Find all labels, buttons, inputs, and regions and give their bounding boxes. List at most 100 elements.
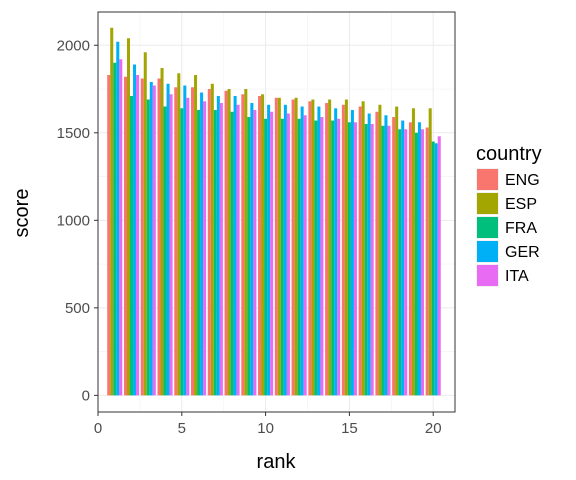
x-tick-label: 20 [425,420,442,437]
bar-eng-rank-4 [157,78,161,396]
bar-esp-rank-19 [411,108,415,396]
bar-ita-rank-18 [404,129,408,396]
y-tick-label: 500 [65,300,90,317]
bar-fra-rank-9 [247,117,251,396]
y-tick-label: 0 [82,387,90,404]
bar-eng-rank-2 [123,76,127,396]
legend-label-esp: ESP [505,196,537,213]
bar-esp-rank-1 [110,27,114,396]
bar-ger-rank-19 [417,122,421,396]
bar-ita-rank-12 [303,115,307,396]
bar-eng-rank-20 [425,127,429,396]
bar-esp-rank-3 [143,52,147,396]
bar-esp-rank-14 [328,99,332,396]
bar-eng-rank-14 [325,103,329,396]
bar-ger-rank-18 [401,120,405,396]
bar-esp-rank-8 [227,89,231,396]
bar-eng-rank-1 [107,75,111,396]
bar-fra-rank-15 [347,122,351,396]
bar-fra-rank-6 [197,110,201,396]
bar-ita-rank-13 [320,117,324,396]
bar-ger-rank-20 [434,143,438,396]
bar-fra-rank-1 [113,62,117,396]
bar-ger-rank-16 [367,113,371,396]
y-tick-label: 1000 [57,212,90,229]
bar-ita-rank-5 [186,97,190,396]
bar-fra-rank-5 [180,108,184,396]
x-tick-label: 15 [341,420,358,437]
bar-esp-rank-7 [210,83,214,396]
x-tick-label: 10 [257,420,274,437]
x-tick-label: 5 [178,420,186,437]
legend: country ENG ESP FRA GER ITA [476,143,542,287]
bar-eng-rank-8 [224,90,228,396]
bar-ita-rank-2 [136,75,140,396]
bar-esp-rank-2 [126,38,131,396]
legend-label-ger: GER [505,244,540,261]
bar-esp-rank-18 [395,106,399,396]
bar-esp-rank-9 [244,89,248,396]
bar-ita-rank-3 [152,85,156,396]
bar-ger-rank-12 [300,106,304,396]
bar-eng-rank-6 [191,87,195,396]
y-tick-label: 2000 [57,37,90,54]
x-tick-label: 0 [94,420,102,437]
legend-swatch-eng [477,169,498,190]
bar-esp-rank-15 [344,99,348,396]
bar-fra-rank-7 [213,110,217,396]
legend-swatch-ger [477,241,498,262]
bar-ita-rank-14 [337,118,341,396]
bar-eng-rank-5 [174,87,178,396]
bar-esp-rank-20 [428,108,432,396]
legend-label-ita: ITA [505,268,529,285]
bar-ger-rank-9 [250,103,254,396]
legend-label-fra: FRA [505,220,537,237]
bar-ger-rank-13 [317,106,321,396]
bar-esp-rank-17 [378,104,382,396]
x-axis-title: rank [257,451,297,473]
bar-esp-rank-6 [194,75,198,396]
bar-esp-rank-5 [177,73,181,396]
bar-eng-rank-10 [258,96,262,396]
bar-esp-rank-16 [361,101,365,396]
bar-eng-rank-3 [140,78,144,396]
bar-ita-rank-17 [387,125,391,396]
bar-fra-rank-20 [431,141,435,396]
bar-ita-rank-11 [286,113,290,396]
bar-esp-rank-13 [311,99,315,396]
bar-ita-rank-1 [119,59,123,396]
bar-ita-rank-9 [253,110,257,396]
bar-fra-rank-14 [331,120,335,396]
bar-ger-rank-7 [216,96,220,396]
bar-ger-rank-17 [384,115,388,396]
bar-fra-rank-8 [230,111,234,396]
bar-ger-rank-5 [183,85,187,396]
bar-ger-rank-2 [133,64,137,396]
bar-fra-rank-4 [163,106,167,396]
bar-fra-rank-18 [398,129,402,396]
bar-eng-rank-18 [392,117,396,396]
bar-ger-rank-1 [116,41,120,396]
y-axis-title: score [11,189,33,238]
panel-border [97,11,456,413]
bar-ger-rank-3 [149,82,153,396]
plot-panel [97,11,456,413]
bar-fra-rank-10 [264,118,268,396]
bar-ger-rank-4 [166,83,170,396]
bar-fra-rank-13 [314,120,318,396]
bar-ita-rank-19 [420,129,424,396]
bar-fra-rank-2 [130,96,134,396]
bar-ger-rank-14 [334,108,338,396]
bar-esp-rank-10 [261,94,265,396]
bar-ita-rank-10 [270,111,274,396]
bar-eng-rank-15 [341,104,345,396]
bar-ita-rank-7 [219,103,223,396]
axes: 0 5 10 15 20 0 500 1000 1500 2000 [57,37,442,437]
bar-eng-rank-13 [308,101,312,396]
bar-fra-rank-16 [364,124,368,396]
bar-fra-rank-11 [280,118,284,396]
bar-ger-rank-8 [233,96,237,396]
bar-ger-rank-10 [267,104,271,396]
bar-esp-rank-11 [277,97,281,396]
bar-eng-rank-12 [291,99,295,396]
